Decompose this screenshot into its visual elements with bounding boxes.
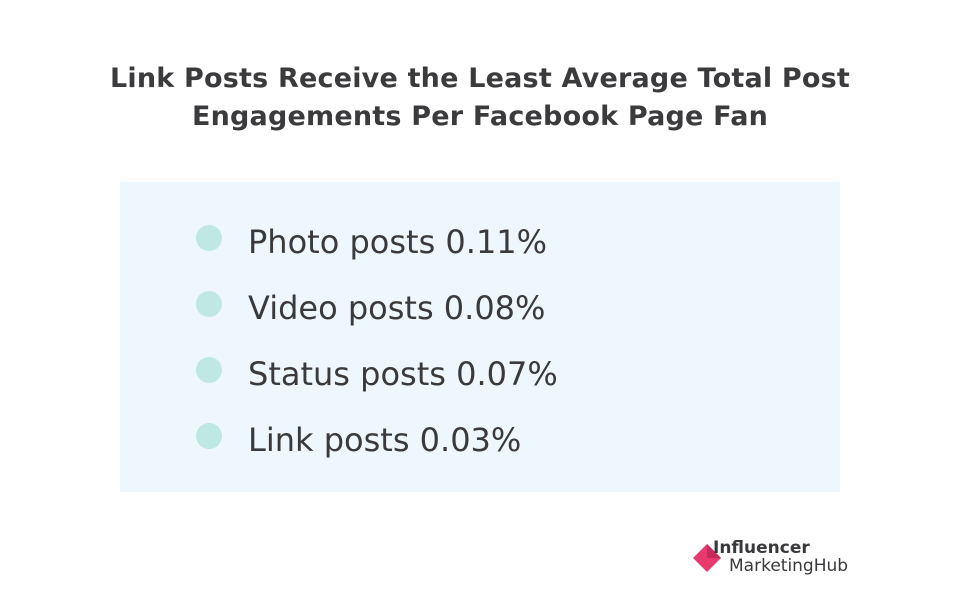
list-item-label: Status posts 0.07% xyxy=(248,355,558,393)
list-item-link: Link posts 0.03% xyxy=(196,420,521,460)
list-item-label: Photo posts 0.11% xyxy=(248,223,548,261)
brand-logo: Influencer MarketingHub xyxy=(693,538,853,578)
bullet-icon xyxy=(196,225,222,251)
bullet-icon xyxy=(196,423,222,449)
stats-panel: Photo posts 0.11% Video posts 0.08% Stat… xyxy=(120,182,840,492)
list-item-label: Video posts 0.08% xyxy=(248,289,546,327)
bullet-icon xyxy=(196,291,222,317)
list-item-status: Status posts 0.07% xyxy=(196,354,558,394)
logo-text-influencer: Influencer xyxy=(713,538,810,558)
list-item-video: Video posts 0.08% xyxy=(196,288,545,328)
influencer-marketing-hub-logo-icon xyxy=(693,544,721,572)
logo-text-marketinghub: MarketingHub xyxy=(729,556,849,576)
page-title: Link Posts Receive the Least Average Tot… xyxy=(0,60,960,136)
title-line-2: Engagements Per Facebook Page Fan xyxy=(191,101,769,132)
bullet-icon xyxy=(196,357,222,383)
stats-list: Photo posts 0.11% Video posts 0.08% Stat… xyxy=(120,182,840,492)
title-line-1: Link Posts Receive the Least Average Tot… xyxy=(109,63,851,94)
list-item-label: Link posts 0.03% xyxy=(248,421,522,459)
list-item-photo: Photo posts 0.11% xyxy=(196,222,547,262)
